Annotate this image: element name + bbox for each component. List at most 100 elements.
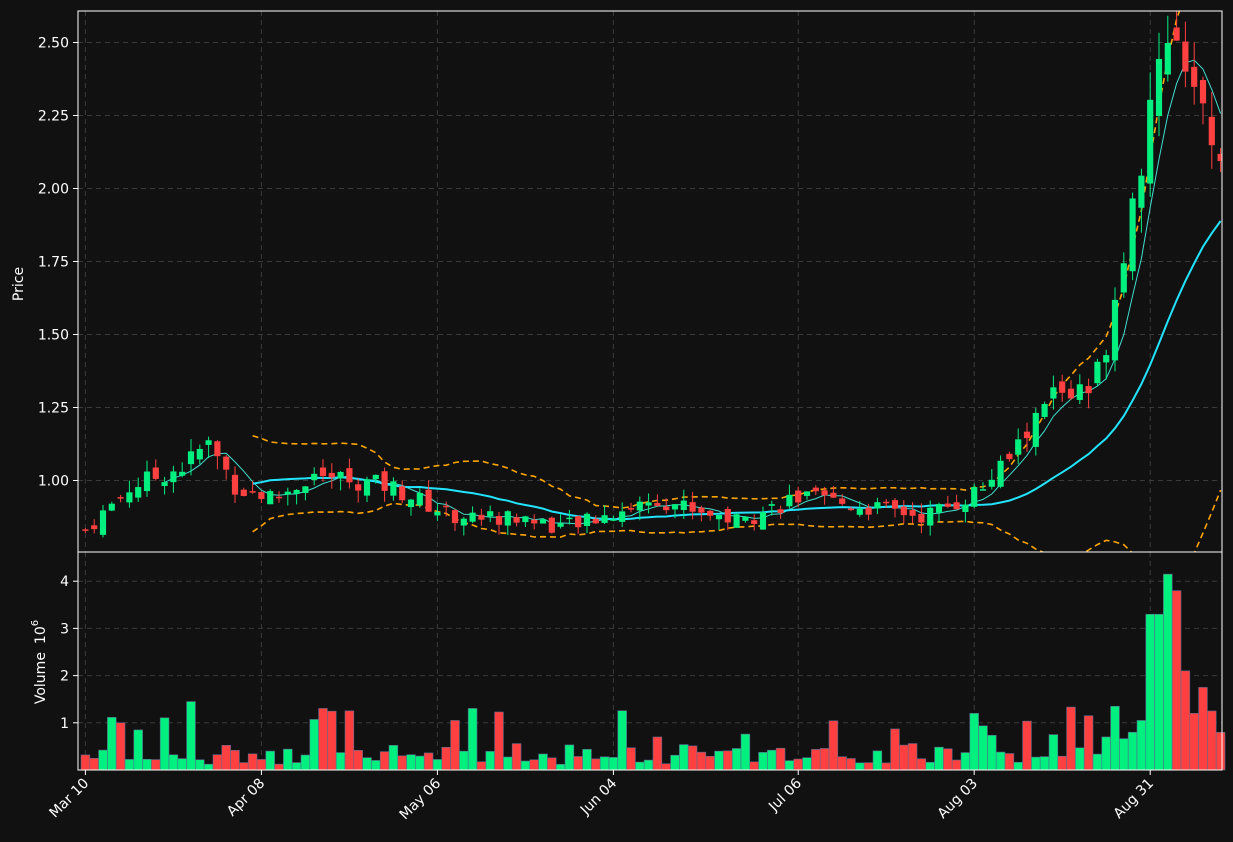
candle-body: [557, 523, 564, 527]
candle-body: [821, 490, 828, 496]
volume-bar: [608, 757, 619, 771]
volume-bar: [98, 749, 108, 771]
candle-body: [1138, 175, 1145, 208]
candle-body: [830, 492, 837, 498]
volume-gridlines: [78, 552, 1222, 770]
candle-body: [152, 467, 159, 479]
candle-body: [1120, 263, 1127, 293]
candle-body: [311, 473, 318, 480]
volume-bar: [582, 749, 592, 771]
candle-body: [91, 525, 98, 530]
volume-bar: [1180, 670, 1191, 771]
volume-bar: [371, 760, 381, 771]
volume-bar: [1083, 715, 1094, 771]
volume-bar: [221, 744, 231, 771]
volume-bar: [511, 743, 522, 771]
volume-bar: [731, 748, 742, 771]
volume-bar: [723, 750, 733, 771]
volume-bar: [907, 743, 918, 771]
candle-body: [979, 489, 987, 491]
candle-body: [874, 502, 881, 509]
candle-body: [531, 519, 538, 524]
volume-bar: [767, 749, 777, 771]
candle-body: [918, 513, 925, 523]
volume-bar: [397, 755, 407, 771]
volume-bar: [635, 761, 645, 771]
price-y-tick-label: 1.00: [38, 474, 69, 490]
price-gridlines: [78, 11, 1222, 552]
volume-bar: [1101, 736, 1111, 771]
volume-bar: [476, 761, 487, 771]
volume-bar: [247, 753, 258, 771]
candle-body: [1217, 153, 1222, 162]
candle-body: [671, 504, 679, 510]
candle-body: [1191, 66, 1198, 87]
candle-body: [469, 512, 476, 522]
candle-body: [504, 511, 511, 526]
volume-bar: [239, 762, 249, 771]
candle-body: [619, 511, 626, 522]
volume-bar: [819, 748, 830, 771]
candle-body: [1059, 381, 1066, 393]
candle-body: [1094, 361, 1101, 384]
candle-body: [205, 440, 212, 445]
candle-body: [689, 502, 696, 512]
volume-bar: [591, 758, 601, 771]
candle-body: [909, 510, 916, 516]
candle-body: [161, 482, 168, 487]
volume-bar: [837, 756, 847, 771]
volume-bar: [811, 749, 821, 771]
candle-body: [416, 492, 423, 506]
price-y-tick-label: 2.50: [38, 36, 69, 52]
volume-bar: [987, 734, 997, 771]
candles: [82, 11, 1222, 538]
volume-bar: [978, 725, 988, 771]
volume-bar: [89, 757, 99, 771]
candle-body: [275, 496, 283, 499]
candle-body: [82, 529, 89, 531]
volume-bar: [1022, 720, 1032, 771]
candle-body: [1085, 386, 1092, 394]
volume-bar: [1163, 573, 1173, 771]
candle-body: [214, 441, 221, 457]
candle-body: [733, 514, 740, 528]
candle-body: [135, 487, 142, 498]
candle-body: [583, 513, 591, 526]
volume-bar: [872, 750, 883, 771]
volume-bar: [107, 717, 117, 771]
candle-body: [566, 517, 573, 520]
candle-body: [1076, 384, 1083, 400]
price-y-ticks: 1.00 1.25 1.50 1.75 2.00 2.25 2.50: [38, 36, 78, 490]
candle-body: [223, 456, 230, 470]
candle-body: [865, 507, 872, 515]
volume-bar: [1207, 710, 1217, 771]
volume-bar: [951, 759, 962, 771]
volume-bar: [159, 717, 170, 771]
volume-bar: [687, 745, 698, 771]
candle-body: [1182, 41, 1189, 72]
candle-body: [284, 491, 291, 495]
volume-bar: [643, 759, 654, 771]
volume-bar: [661, 763, 671, 771]
volume-bar: [1198, 687, 1208, 771]
candle-body: [971, 487, 978, 507]
volume-y-ticks: 1 2 3 4: [60, 574, 78, 732]
volume-bar: [212, 754, 223, 771]
candle-body: [698, 507, 705, 513]
volume-bar: [652, 736, 663, 771]
volume-bars: [80, 573, 1226, 771]
candle-body: [99, 510, 107, 535]
volume-bar: [353, 750, 363, 771]
price-y-tick-label: 1.25: [38, 401, 69, 417]
volume-bar: [300, 754, 311, 771]
volume-bar: [450, 720, 460, 771]
volume-bar: [388, 745, 399, 771]
volume-bar: [538, 753, 548, 771]
candle-body: [786, 494, 793, 507]
volume-bar: [283, 748, 293, 771]
candle-body: [108, 503, 115, 511]
volume-bar: [1215, 732, 1226, 771]
volume-bar: [828, 720, 839, 771]
volume-bar: [679, 744, 689, 771]
volume-bar: [670, 754, 680, 771]
